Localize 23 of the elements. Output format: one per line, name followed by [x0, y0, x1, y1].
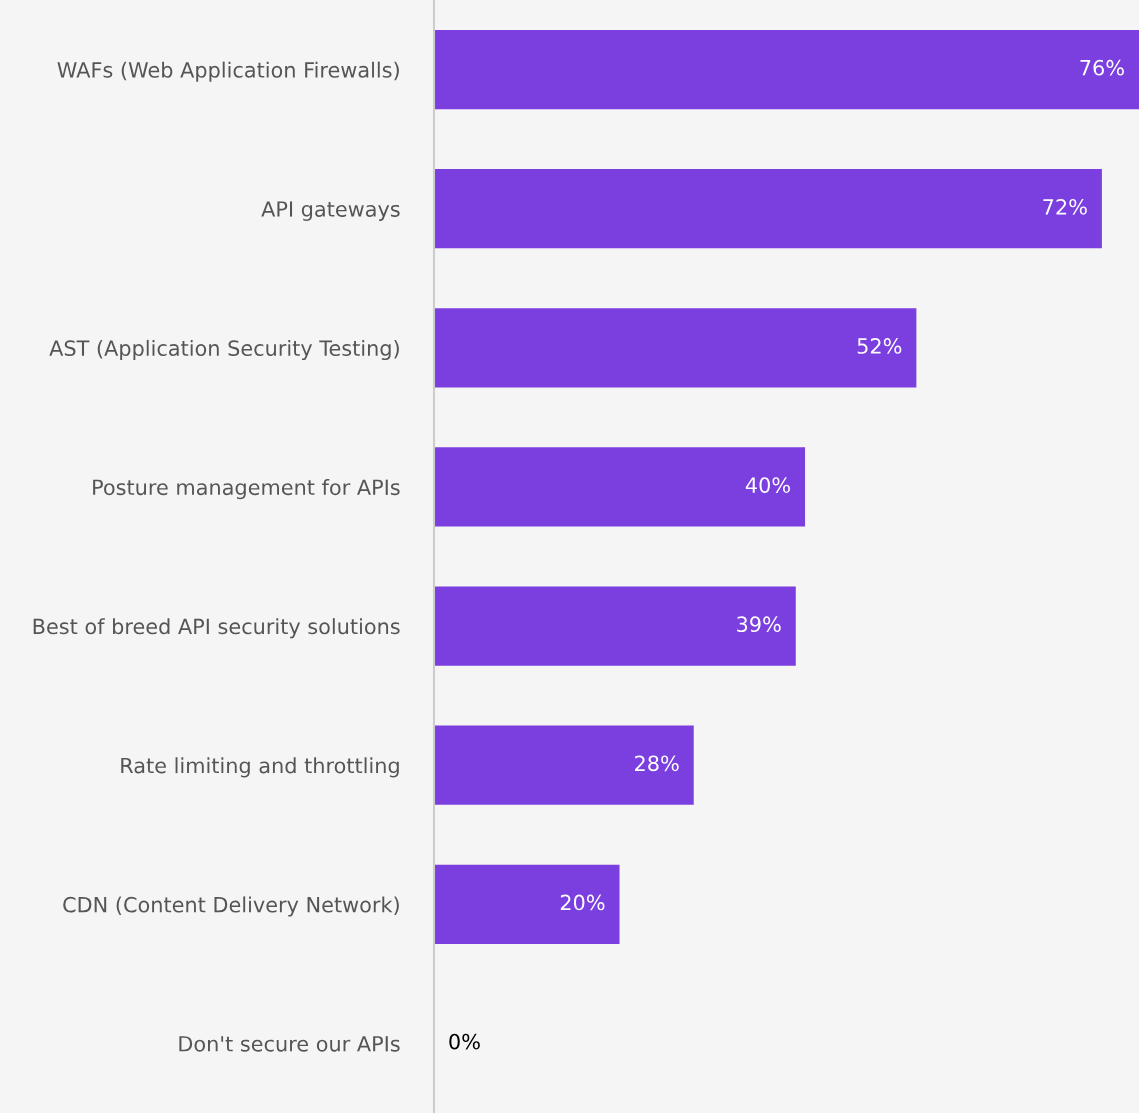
y-tick-label: CDN (Content Delivery Network)	[63, 896, 399, 917]
y-tick-label: AST (Application Security Testing)	[49, 339, 399, 361]
bar	[434, 308, 917, 388]
y-tick-label: Posture management for APIs	[93, 479, 400, 500]
bar	[434, 447, 806, 527]
data-label: 20%	[560, 894, 605, 911]
bar	[434, 169, 1102, 249]
data-label: 76%	[1080, 59, 1124, 76]
y-tick-label: API gateways	[261, 201, 400, 221]
data-label: 72%	[1043, 198, 1087, 215]
data-label: 52%	[857, 338, 902, 354]
y-tick-label: WAFs (Web Application Firewalls)	[57, 61, 399, 82]
data-label: 39%	[737, 616, 781, 633]
y-tick-label: Best of breed API security solutions	[33, 618, 400, 639]
y-tick-label: Rate limiting and throttling	[121, 757, 399, 778]
data-label: 40%	[745, 477, 790, 493]
bar	[434, 586, 796, 666]
data-label: 28%	[635, 755, 679, 772]
bar	[434, 29, 1139, 110]
bar	[434, 864, 620, 944]
y-tick-label: Don't secure our APIs	[179, 1036, 400, 1052]
data-label: 0%	[449, 1033, 480, 1050]
bar	[434, 725, 694, 805]
